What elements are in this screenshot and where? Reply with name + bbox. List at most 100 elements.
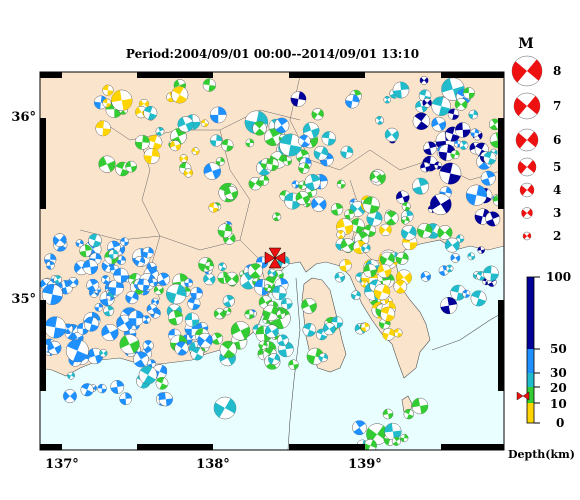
beachball-icon <box>258 175 270 186</box>
beachball-icon <box>366 210 383 227</box>
beachball-icon <box>445 264 454 273</box>
depth-colorbar-frame <box>526 276 535 424</box>
beachball-icon <box>128 310 145 327</box>
beachball-icon <box>291 180 300 189</box>
beachball-icon <box>95 120 111 137</box>
beachball-icon <box>125 160 137 173</box>
beachball-icon <box>401 215 410 225</box>
beachball-icon <box>513 92 541 120</box>
beachball-icon <box>86 278 100 292</box>
beachball-icon <box>177 116 194 133</box>
beachball-icon <box>197 332 213 349</box>
beachball-icon <box>447 108 460 120</box>
beachball-icon <box>217 223 233 238</box>
depth-tick-50: 50 <box>550 342 567 356</box>
beachball-icon <box>264 324 279 339</box>
beachball-icon <box>352 420 367 436</box>
beachball-icon <box>190 347 204 361</box>
beachball-icon <box>483 151 497 165</box>
magnitude-legend-label: 6 <box>553 133 561 147</box>
beachball-icon <box>224 186 239 200</box>
beachball-icon <box>99 349 108 358</box>
beachball-icon <box>302 122 320 139</box>
depth-band-0-10 <box>527 403 534 423</box>
frame-checker-border <box>40 72 504 450</box>
beachball-icon <box>155 376 169 390</box>
beachball-icon <box>79 244 92 258</box>
magnitude-legend-label: 4 <box>553 183 561 197</box>
beachball-icon <box>370 171 382 183</box>
beachball-icon <box>511 55 543 87</box>
beachball-icon <box>221 139 234 152</box>
depth-tick-0: 0 <box>556 416 564 430</box>
magnitude-legend-label: 7 <box>553 99 561 113</box>
beachball-icon <box>517 157 537 177</box>
beachball-icon <box>184 278 193 288</box>
map-title: Period:2004/09/01 00:00--2014/09/01 13:1… <box>125 47 420 61</box>
beachball-icon <box>174 341 189 356</box>
beachball-icon <box>455 122 471 138</box>
beachball-icon <box>113 267 129 284</box>
beachball-icon <box>377 263 392 279</box>
beachball-icon <box>295 190 310 205</box>
beachball-icon <box>203 162 221 180</box>
beachball-icon <box>142 340 154 352</box>
red-bowtie-marker-icon <box>516 391 530 401</box>
beachball-icon <box>83 316 99 332</box>
beachball-icon <box>65 339 89 363</box>
beachball-icon <box>44 316 67 339</box>
beachball-icon <box>143 148 160 165</box>
lat-tick-35: 35° <box>11 292 36 307</box>
depth-band-10-20 <box>527 387 534 403</box>
beachball-icon <box>102 84 114 96</box>
beachball-icon <box>467 252 476 261</box>
beachball-icon <box>80 383 94 397</box>
beachball-icon <box>137 278 150 292</box>
beachball-icon <box>190 286 203 300</box>
beachball-icon <box>67 277 79 288</box>
beachball-icon <box>350 218 365 233</box>
beachball-icon <box>247 263 263 279</box>
beachball-icon <box>203 273 216 286</box>
beachball-icon <box>393 328 403 338</box>
map-frame <box>39 71 505 451</box>
beachball-icon <box>267 268 277 278</box>
beachball-icon <box>208 202 219 213</box>
beachball-icon <box>45 260 55 270</box>
beachball-icon <box>224 271 239 286</box>
beachball-icon <box>468 109 479 120</box>
beachball-icon <box>401 224 417 241</box>
beachball-icon <box>88 233 102 248</box>
beachball-icon <box>340 238 355 253</box>
beachball-icon <box>336 230 346 239</box>
beachball-icon <box>218 262 227 271</box>
beachball-icon <box>412 112 431 130</box>
beachball-icon <box>393 279 408 294</box>
lon-tick-138: 138° <box>196 457 230 472</box>
beachball-icon <box>67 371 75 380</box>
beachball-icon <box>340 145 354 159</box>
beachball-icon <box>168 310 184 326</box>
beachball-icon <box>401 201 411 211</box>
beachball-icon <box>450 149 460 160</box>
beachball-icon <box>41 283 63 305</box>
beachball-icon <box>272 212 282 222</box>
beachball-icon <box>141 315 151 324</box>
beachball-icon <box>519 182 535 198</box>
beachball-icon <box>266 158 279 172</box>
beachball-icon <box>63 389 77 403</box>
beachball-icon <box>434 161 442 170</box>
beachball-icon <box>351 290 361 301</box>
beachball-icon <box>391 436 401 446</box>
beachball-icon <box>480 170 496 186</box>
beachball-icon <box>262 304 280 322</box>
beachball-icon <box>244 309 255 320</box>
beachball-icon <box>459 140 469 150</box>
beachball-icon <box>277 341 294 358</box>
magnitude-legend-label: 8 <box>553 64 561 78</box>
depth-axis-label: Depth(km) <box>508 448 575 461</box>
beachball-icon <box>311 196 327 212</box>
beachball-icon <box>318 352 328 363</box>
beachball-icon <box>111 89 133 111</box>
beachball-icon <box>133 351 149 368</box>
